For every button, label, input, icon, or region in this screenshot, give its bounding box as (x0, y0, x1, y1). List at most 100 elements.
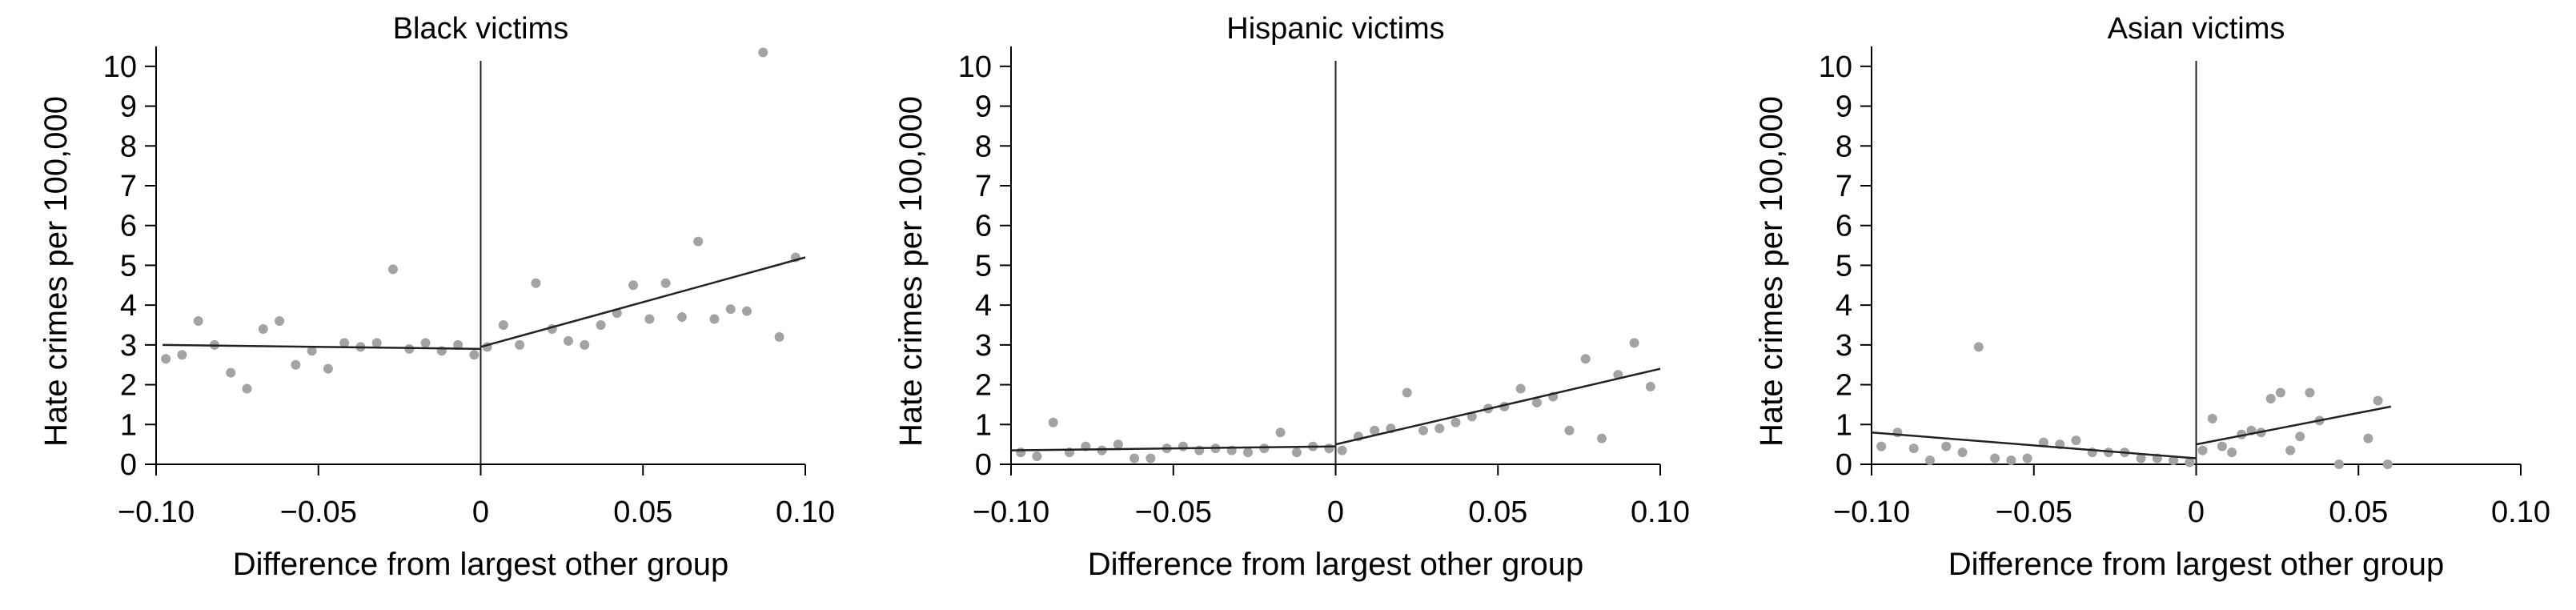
x-tick-label: 0 (2188, 496, 2205, 529)
data-point (1146, 453, 1156, 464)
data-point (1402, 387, 1412, 398)
y-tick-label: 8 (1836, 130, 1852, 163)
data-point (1243, 447, 1254, 458)
y-axis-label: Hate crimes per 100,000 (38, 96, 74, 447)
y-tick-label: 2 (1836, 369, 1852, 403)
x-tick-label: −0.10 (1833, 496, 1910, 529)
data-point (161, 354, 171, 364)
data-point (242, 383, 252, 394)
data-point (2136, 453, 2146, 464)
data-point (1580, 354, 1591, 364)
x-tick-label: 0.10 (1631, 496, 1690, 529)
y-tick-label: 0 (975, 448, 992, 482)
y-tick-label: 0 (1836, 448, 1852, 482)
y-tick-label: 7 (975, 170, 992, 203)
data-point (371, 338, 382, 348)
y-tick-label: 1 (975, 408, 992, 442)
y-tick-label: 1 (120, 408, 137, 442)
y-tick-label: 10 (958, 50, 992, 84)
y-tick-label: 3 (120, 329, 137, 363)
chart-title: Asian victims (2108, 12, 2285, 46)
y-tick-label: 7 (120, 170, 137, 203)
y-tick-label: 9 (975, 90, 992, 124)
data-point (1324, 443, 1334, 454)
data-point (2217, 441, 2227, 451)
data-point (2207, 413, 2217, 423)
data-point (2285, 445, 2296, 455)
fit-line-left (1010, 445, 1336, 451)
y-tick-label: 2 (120, 369, 137, 403)
y-tick-label: 10 (103, 50, 137, 84)
data-point (2006, 455, 2016, 466)
x-axis-label: Difference from largest other group (1088, 547, 1584, 582)
data-point (2104, 447, 2114, 458)
fit-line-left (1871, 431, 2197, 460)
y-tick-label: 3 (975, 329, 992, 363)
data-point (469, 350, 479, 360)
data-point (580, 339, 590, 350)
data-point (515, 339, 525, 350)
data-point (388, 264, 399, 275)
data-point (1629, 338, 1639, 348)
data-point (660, 278, 671, 288)
chart-panel-2: Hispanic victims 0 1 2 3 4 5 6 7 8 9 10 −0.10 −0.05 0 0… (893, 12, 1690, 582)
data-point (453, 339, 463, 350)
y-tick-label: 4 (1836, 289, 1852, 323)
data-point (1097, 445, 1107, 455)
data-point (1178, 441, 1188, 451)
fit-line-right (480, 256, 806, 348)
y-tick-label: 7 (1836, 170, 1852, 203)
data-point (709, 314, 720, 324)
data-point (2169, 455, 2179, 466)
data-point (758, 47, 768, 58)
x-axis-label: Difference from largest other group (1948, 547, 2445, 582)
data-point (774, 331, 784, 342)
data-point (2071, 435, 2081, 446)
data-point (291, 359, 301, 370)
y-tick-label: 1 (1836, 408, 1852, 442)
data-point (644, 314, 655, 324)
data-point (1957, 447, 1968, 458)
x-tick-label: −0.10 (973, 496, 1049, 529)
data-point (563, 335, 573, 346)
x-tick-label: −0.10 (118, 496, 195, 529)
data-point (2305, 387, 2315, 398)
y-tick-label: 6 (120, 210, 137, 243)
data-point (193, 316, 203, 327)
data-point (2022, 453, 2032, 464)
data-point (2185, 457, 2195, 468)
y-tick-label: 4 (120, 289, 137, 323)
y-tick-label: 5 (1836, 249, 1852, 283)
data-point (1941, 441, 1952, 451)
y-tick-label: 8 (975, 130, 992, 163)
data-point (2197, 445, 2208, 455)
x-tick-label: 0 (1327, 496, 1344, 529)
x-tick-label: −0.05 (280, 496, 357, 529)
x-tick-label: −0.05 (1996, 496, 2072, 529)
data-point (1016, 447, 1026, 458)
y-tick-label: 0 (120, 448, 137, 482)
data-point (676, 312, 687, 323)
data-point (1908, 443, 1919, 454)
chart-panel-3: Asian victims 0 1 2 3 4 5 6 7 8 9 10 −0.10 −0.05 0 0.05… (1754, 12, 2550, 582)
y-tick-label: 6 (975, 210, 992, 243)
data-point (2333, 460, 2344, 469)
data-point (307, 346, 317, 356)
data-point (1990, 453, 2000, 464)
y-tick-label: 5 (120, 249, 137, 283)
data-point (1973, 342, 1984, 352)
data-point (258, 323, 268, 334)
data-point (725, 304, 736, 315)
data-point (1113, 439, 1123, 450)
y-tick-label: 2 (975, 369, 992, 403)
data-point (2373, 395, 2383, 406)
data-point (2265, 393, 2276, 403)
y-tick-label: 8 (120, 130, 137, 163)
y-tick-label: 3 (1836, 329, 1852, 363)
chart-title: Black victims (393, 12, 569, 46)
data-point (1259, 443, 1270, 454)
data-point (275, 316, 285, 327)
data-point (1130, 453, 1140, 464)
data-point (1515, 383, 1526, 394)
data-point (2038, 437, 2048, 447)
